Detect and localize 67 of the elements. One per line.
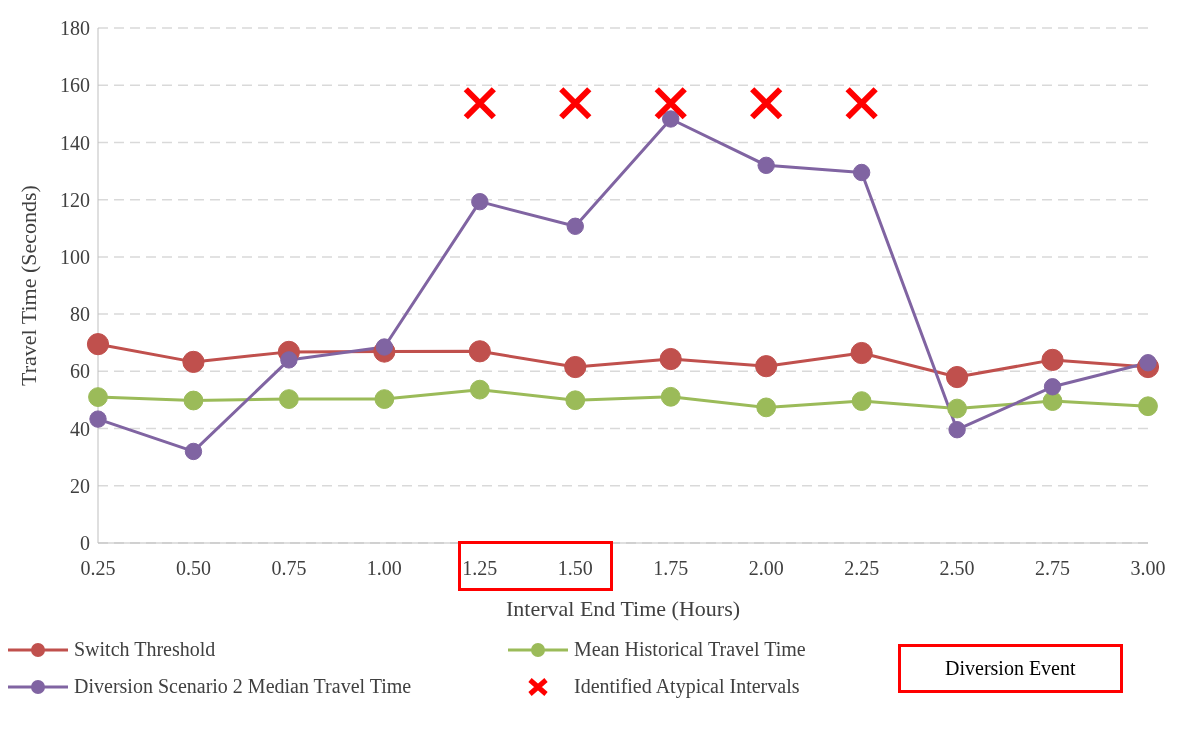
point	[844, 86, 879, 121]
x-tick-label: 1.75	[653, 557, 689, 580]
x-tick-label: 1.50	[557, 557, 593, 580]
y-tick-label: 60	[70, 360, 90, 383]
point	[566, 217, 584, 235]
y-tick-label: 80	[70, 303, 90, 326]
point	[755, 355, 778, 378]
point	[184, 442, 203, 461]
x-tick-label: 0.75	[271, 557, 307, 580]
x-tick-label: 3.00	[1130, 557, 1166, 580]
point	[182, 350, 205, 373]
point	[653, 86, 688, 121]
point	[749, 86, 784, 121]
x-tick-label: 2.00	[748, 557, 784, 580]
point	[558, 86, 593, 121]
point	[1139, 354, 1157, 372]
point	[86, 333, 110, 356]
point	[462, 86, 497, 121]
point	[280, 351, 298, 369]
y-tick-label: 0	[80, 532, 90, 555]
x-tick-label: 1.00	[366, 557, 402, 580]
point	[850, 341, 873, 365]
point	[756, 397, 777, 418]
point	[660, 386, 681, 407]
x-tick-label: 0.50	[175, 557, 211, 580]
x-tick-label: 2.25	[844, 557, 880, 580]
point	[948, 421, 966, 439]
x-tick-label: 2.75	[1035, 557, 1071, 580]
y-tick-label: 120	[60, 188, 90, 211]
point	[374, 389, 395, 409]
text: Diversion Event	[898, 643, 1123, 693]
y-tick-label: 40	[70, 417, 90, 440]
point	[851, 391, 872, 411]
y-tick-label: 100	[60, 245, 90, 268]
point	[375, 338, 394, 356]
point	[88, 387, 108, 407]
y-tick-label: 180	[60, 17, 90, 40]
y-tick-label: 140	[60, 131, 90, 154]
point	[1041, 348, 1064, 371]
point	[279, 389, 299, 409]
legend-label: Identified Atypical Intervals	[574, 675, 800, 698]
point	[1042, 391, 1063, 411]
y-tick-label: 20	[70, 474, 90, 497]
point	[471, 192, 489, 211]
point	[757, 156, 775, 175]
y-tick-label: 160	[60, 74, 90, 97]
point	[852, 163, 871, 182]
legend-label: Mean Historical Travel Time	[574, 638, 806, 661]
point	[1138, 396, 1158, 417]
point	[565, 390, 586, 411]
legend-label: Diversion Scenario 2 Median Travel Time	[74, 675, 412, 698]
x-tick-label: 0.25	[80, 557, 116, 580]
x-tick-label: 1.25	[462, 557, 498, 580]
point	[947, 398, 967, 419]
point	[468, 340, 491, 363]
point	[662, 110, 680, 128]
point	[1043, 378, 1062, 396]
point	[469, 379, 490, 400]
point	[564, 355, 587, 379]
x-axis-title: Interval End Time (Hours)	[505, 596, 741, 621]
y-axis-title: Travel Time (Seconds)	[15, 185, 41, 386]
point	[659, 347, 682, 371]
legend-label: Switch Threshold	[74, 638, 216, 661]
point	[945, 365, 969, 389]
x-tick-label: 2.50	[939, 557, 975, 580]
point	[183, 390, 204, 411]
point	[89, 410, 107, 428]
